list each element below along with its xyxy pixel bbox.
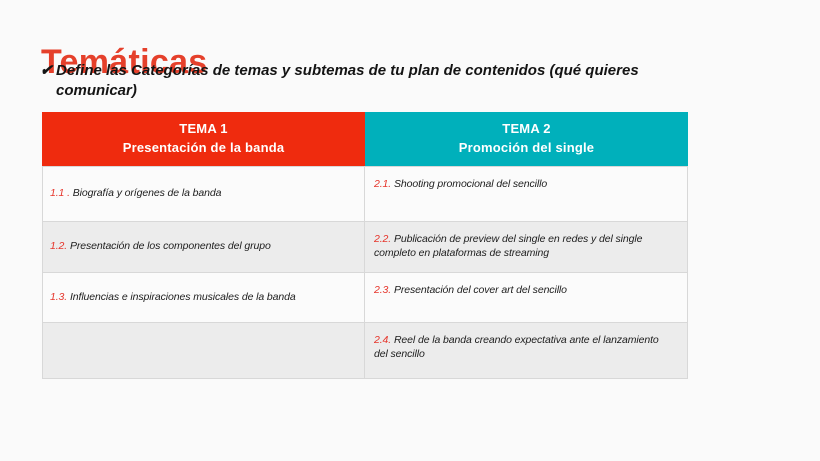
table-header-tema-2: TEMA 2 Promoción del single xyxy=(365,112,688,166)
cell-2-4: 2.4. Reel de la banda creando expectativa… xyxy=(365,323,688,379)
cell-text: 2.4. Reel de la banda creando expectativa… xyxy=(374,334,659,360)
table-header-tema-1: TEMA 1 Presentación de la banda xyxy=(42,112,365,166)
cell-1-3: 1.3. Influencias e inspiraciones musicale… xyxy=(42,273,365,323)
header-tema1-title: TEMA 1 xyxy=(179,121,228,137)
item-text: Biografía y orígenes de la banda xyxy=(72,187,222,200)
cell-text: 2.1. Shooting promocional del sencillo xyxy=(374,178,547,190)
item-number: 1.2. xyxy=(50,240,68,253)
cell-2-2: 2.2. Publicación de preview del single en… xyxy=(365,222,688,273)
table-row: 1.1 . Biografía y orígenes de la banda 2.… xyxy=(42,166,688,222)
item-number: 2.2. xyxy=(374,233,392,245)
header-tema2-title: TEMA 2 xyxy=(502,121,551,137)
item-text: Publicación de preview del single en red… xyxy=(374,233,643,259)
topics-table: TEMA 1 Presentación de la banda TEMA 2 P… xyxy=(42,112,688,379)
subtitle: ✔ Define las Categorías de temas y subte… xyxy=(40,61,666,102)
header-tema1-subtitle: Presentación de la banda xyxy=(122,140,285,155)
item-text: Presentación de los componentes del grup… xyxy=(69,240,271,253)
checkmark-icon: ✔ xyxy=(40,62,53,79)
item-text: Reel de la banda creando expectativa ant… xyxy=(374,334,659,360)
item-number xyxy=(50,344,53,356)
item-number: 2.4. xyxy=(374,334,392,346)
cell-text: 1.3. Influencias e inspiraciones musicale… xyxy=(50,291,296,305)
page-title: Temáticas xyxy=(41,42,208,81)
cell-text xyxy=(50,344,53,358)
item-text: Influencias e inspiraciones musicales de… xyxy=(69,290,296,303)
table-row: 2.4. Reel de la banda creando expectativa… xyxy=(42,323,688,379)
cell-1-2: 1.2. Presentación de los componentes del … xyxy=(42,222,365,273)
table-header-row: TEMA 1 Presentación de la banda TEMA 2 P… xyxy=(42,112,688,166)
item-text: Shooting promocional del sencillo xyxy=(393,178,548,190)
item-number: 2.1. xyxy=(374,178,392,190)
cell-text: 1.1 . Biografía y orígenes de la banda xyxy=(50,187,221,201)
cell-1-1: 1.1 . Biografía y orígenes de la banda xyxy=(42,166,365,222)
table-row: 1.3. Influencias e inspiraciones musicale… xyxy=(42,273,688,323)
item-number: 1.3. xyxy=(50,290,68,303)
cell-2-1: 2.1. Shooting promocional del sencillo xyxy=(365,166,688,222)
cell-text: 2.2. Publicación de preview del single en… xyxy=(374,233,642,259)
cell-2-3: 2.3. Presentación del cover art del senci… xyxy=(365,273,688,323)
item-text: Presentación del cover art del sencillo xyxy=(393,284,567,296)
cell-text: 2.3. Presentación del cover art del senci… xyxy=(374,284,567,296)
header-tema2-subtitle: Promoción del single xyxy=(458,140,595,155)
item-number: 2.3. xyxy=(374,284,392,296)
cell-text: 1.2. Presentación de los componentes del … xyxy=(50,240,271,254)
subtitle-text: Define las Categorías de temas y subtema… xyxy=(56,62,639,100)
item-number: 1.1 . xyxy=(50,187,70,200)
table-row: 1.2. Presentación de los componentes del … xyxy=(42,222,688,273)
cell-empty xyxy=(42,323,365,379)
